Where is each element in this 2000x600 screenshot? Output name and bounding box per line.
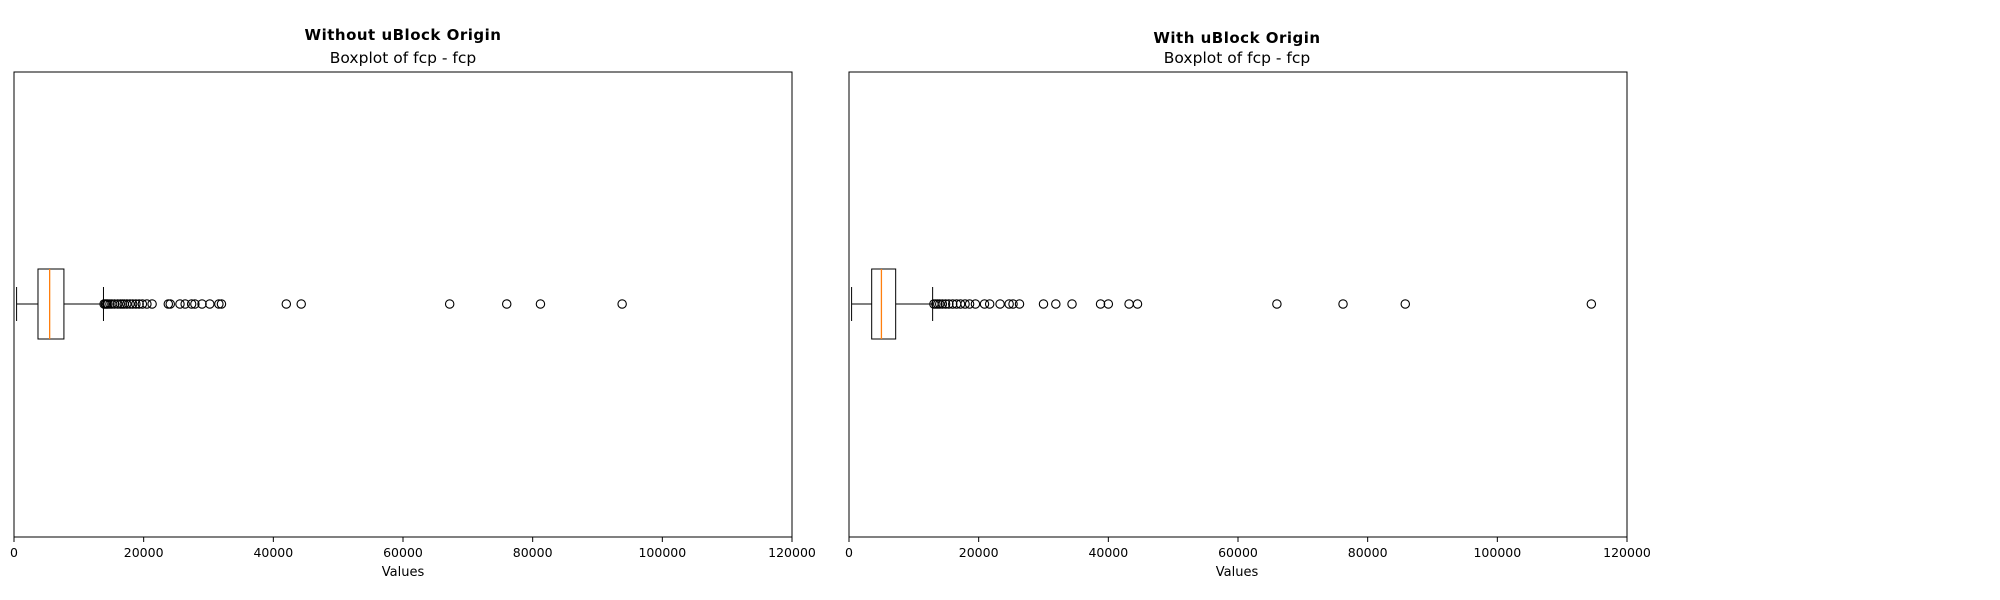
panel-heading: With uBlock Origin: [1153, 29, 1320, 47]
outlier-point: [940, 299, 951, 309]
outlier-point: [1095, 299, 1106, 309]
outlier-point: [147, 299, 157, 309]
outlier-point: [1067, 299, 1077, 309]
x-tick-label: 100000: [1473, 545, 1521, 560]
panel-without-ublock: Without uBlock Origin Boxplot of fcp - f…: [10, 26, 816, 580]
outlier-point: [1132, 299, 1143, 309]
outlier-point: [175, 299, 185, 309]
outlier-point: [1272, 299, 1282, 309]
outlier-point: [205, 299, 215, 309]
outlier-point: [165, 299, 175, 309]
outlier-point: [979, 299, 990, 309]
x-tick-label: 20000: [124, 545, 164, 560]
x-tick-label: 40000: [1088, 545, 1128, 560]
outlier-point: [944, 299, 954, 309]
outlier-point: [1051, 299, 1061, 309]
outlier-point: [180, 299, 190, 309]
outlier-point: [109, 299, 120, 309]
x-axis-label: Values: [382, 565, 425, 580]
x-axis-label: Values: [1216, 565, 1259, 580]
outlier-point: [984, 299, 995, 309]
outlier-point: [296, 299, 306, 309]
outlier-point: [1103, 299, 1114, 309]
outlier-point: [1338, 299, 1348, 309]
outlier-point: [955, 299, 966, 309]
outlier-point: [1124, 299, 1134, 309]
x-tick-label: 60000: [383, 545, 423, 560]
iqr-box: [871, 268, 897, 340]
outlier-point: [122, 299, 132, 309]
x-tick-label: 80000: [1348, 545, 1388, 560]
outlier-point: [947, 299, 958, 309]
outlier-point: [1586, 299, 1597, 309]
outlier-point: [190, 299, 200, 309]
x-tick-label: 100000: [638, 545, 686, 560]
outlier-point: [214, 299, 224, 309]
outlier-point: [1400, 299, 1411, 309]
outlier-point: [937, 299, 948, 309]
outlier-point: [186, 299, 197, 309]
x-tick-label: 20000: [959, 545, 999, 560]
outlier-point: [970, 299, 981, 309]
outlier-point: [964, 299, 975, 309]
chart-title: Boxplot of fcp - fcp: [330, 49, 476, 67]
outlier-point: [1004, 299, 1014, 309]
outlier-point: [216, 299, 227, 309]
outlier-point: [1008, 299, 1018, 309]
outlier-point: [617, 299, 627, 309]
x-tick-label: 40000: [253, 545, 293, 560]
outlier-point: [995, 299, 1005, 309]
x-tick-label: 0: [845, 545, 853, 560]
outlier-point: [935, 299, 945, 309]
outlier-point: [137, 299, 148, 309]
outlier-point: [131, 299, 141, 309]
chart-title: Boxplot of fcp - fcp: [1164, 49, 1310, 67]
x-tick-label: 120000: [768, 545, 816, 560]
iqr-box: [37, 268, 65, 340]
outlier-point: [112, 299, 123, 309]
outlier-point: [444, 299, 455, 309]
outlier-point: [127, 299, 138, 309]
outlier-point: [163, 299, 174, 309]
outlier-point: [1014, 299, 1025, 309]
panel-heading: Without uBlock Origin: [305, 26, 502, 44]
x-tick-label: 120000: [1603, 545, 1651, 560]
x-tick-label: 60000: [1218, 545, 1258, 560]
outlier-point: [1038, 299, 1049, 309]
outlier-point: [142, 299, 152, 309]
outlier-point: [501, 299, 512, 309]
outlier-point: [197, 299, 207, 309]
outlier-point: [535, 299, 546, 309]
x-tick-label: 0: [10, 545, 18, 560]
panel-with-ublock: With uBlock Origin Boxplot of fcp - fcp …: [845, 29, 1651, 580]
outlier-point: [125, 299, 135, 309]
outlier-point: [134, 299, 144, 309]
outlier-point: [960, 299, 970, 309]
x-tick-label: 80000: [513, 545, 553, 560]
outlier-point: [281, 299, 292, 309]
